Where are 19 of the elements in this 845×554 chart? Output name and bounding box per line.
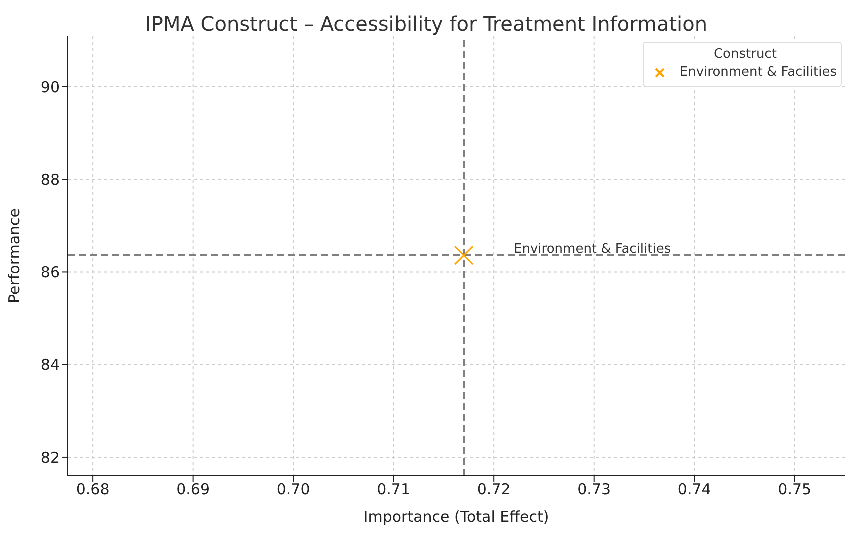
y-tick-label: 86	[40, 264, 60, 282]
x-tick-label: 0.75	[778, 480, 812, 499]
x-tick-label: 0.70	[276, 480, 310, 499]
x-tick-label: 0.71	[377, 480, 411, 499]
legend-title: Construct	[712, 47, 778, 62]
x-tick-label: 0.69	[176, 480, 210, 499]
annotation: Environment & Facilities	[514, 242, 672, 258]
x-tick-label: 0.72	[477, 480, 511, 499]
y-tick-label: 82	[40, 448, 60, 467]
y-axis-title: Performance	[5, 208, 24, 304]
legend-label: Environment & Facilities	[680, 65, 837, 80]
y-tick-label: 88	[40, 170, 60, 189]
x-tick-label: 0.74	[678, 480, 712, 499]
y-tick-label: 84	[40, 356, 60, 374]
x-axis-title: Importance (Total Effect)	[364, 508, 550, 526]
x-tick-label: 0.68	[76, 480, 110, 499]
chart-title: IPMA Construct – Accessibility for Treatment Information	[144, 12, 709, 36]
y-tick-label: 90	[40, 78, 60, 96]
x-tick-label: 0.73	[578, 480, 612, 499]
